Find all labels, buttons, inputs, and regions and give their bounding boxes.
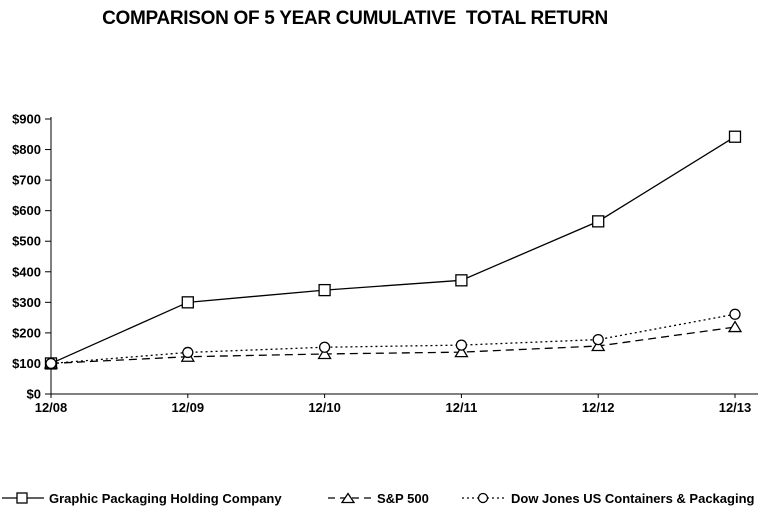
y-axis-tick-label: $200	[12, 325, 41, 340]
data-point-circle	[729, 308, 741, 320]
data-point-triangle	[727, 320, 743, 333]
data-point-triangle	[454, 345, 469, 358]
data-point-circle	[455, 339, 468, 351]
legend-item-sp500: S&P 500	[328, 486, 429, 510]
x-axis-tick-label: 12/11	[445, 400, 477, 415]
y-axis-tick-label: $300	[12, 295, 41, 310]
chart-title: COMPARISON OF 5 YEAR CUMULATIVE TOTAL RE…	[102, 8, 608, 29]
data-point-circle	[45, 357, 57, 370]
data-point-circle	[318, 341, 331, 353]
dotted-line-circle-marker-icon	[462, 492, 506, 504]
x-axis-tick-label: 12/08	[35, 400, 68, 415]
chart-plot-area: $0 $100 $200 $300 $400 $500 $600 $700 $800 $900 12…	[12, 112, 758, 415]
y-axis-tick-label: $0	[27, 387, 41, 402]
data-point-circle	[182, 346, 194, 359]
legend-item-dow-jones: Dow Jones US Containers & Packaging	[462, 486, 754, 510]
chart-legend: Graphic Packaging Holding Company S&P 50…	[0, 486, 770, 512]
legend-item-graphic-packaging: Graphic Packaging Holding Company	[2, 486, 282, 510]
x-axis-tick-label: 12/13	[719, 400, 752, 415]
legend-label-sp500: S&P 500	[377, 490, 429, 506]
y-axis-tick-label: $800	[12, 142, 41, 157]
dashed-line-triangle-marker-icon	[328, 492, 372, 504]
solid-line-square-marker-icon	[2, 492, 44, 504]
data-point-triangle	[317, 347, 332, 360]
series-line-0	[50, 136, 736, 365]
data-point-circle	[592, 333, 604, 346]
data-point-square	[728, 130, 742, 143]
y-axis-tick-label: $100	[12, 356, 41, 371]
legend-label-graphic-packaging: Graphic Packaging Holding Company	[49, 490, 282, 506]
legend-label-dow-jones: Dow Jones US Containers & Packaging	[511, 490, 755, 506]
data-point-square	[318, 283, 331, 297]
data-point-triangle	[591, 339, 606, 352]
y-axis-tick-label: $600	[12, 203, 41, 218]
x-axis-tick-label: 12/10	[308, 400, 341, 415]
series-line-1	[50, 326, 736, 365]
x-axis-tick-label: 12/12	[582, 400, 615, 415]
data-point-square	[455, 274, 468, 287]
data-point-square	[181, 296, 194, 309]
y-axis-tick-label: $500	[12, 234, 41, 249]
series-line-2	[50, 313, 736, 365]
y-axis-tick-label: $700	[12, 173, 41, 188]
data-point-square	[592, 215, 605, 228]
y-axis-tick-label: $900	[12, 112, 41, 127]
y-axis-tick-label: $400	[12, 264, 41, 279]
x-axis-tick-label: 12/09	[172, 400, 205, 415]
